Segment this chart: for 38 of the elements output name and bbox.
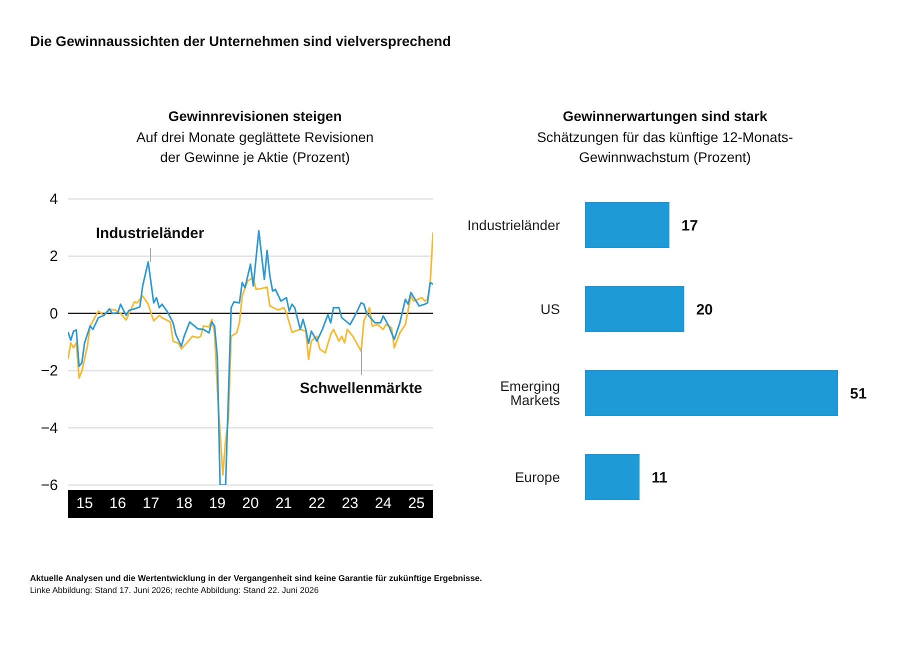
- bar: [585, 454, 640, 500]
- chart-title: Gewinnerwartungen sind stark: [562, 108, 768, 124]
- chart-subtitle: Auf drei Monate geglättete Revisionen der Gewinne je Aktie (Prozent): [135, 128, 375, 167]
- x-tick-label: 24: [374, 495, 392, 512]
- y-tick-label: 0: [50, 305, 58, 322]
- text: Linke Abbildung: Stand 17. Juni 2026; rechte Abbildung: Stand 22. Juni 2026: [30, 584, 320, 596]
- y-tick-label: −2: [40, 362, 58, 380]
- x-tick-label: 20: [242, 495, 259, 512]
- data-label: 11: [652, 469, 668, 486]
- bar: [585, 286, 684, 332]
- data-label: 20: [696, 301, 713, 318]
- chart-subtitle: Schätzungen für das künftige 12-Monats-Gewinnwachstum (Prozent): [536, 128, 794, 167]
- x-tick-label: 23: [342, 495, 358, 512]
- bar: [585, 202, 670, 248]
- x-tick-label: 21: [275, 495, 292, 512]
- x-tick-label: 17: [142, 495, 160, 512]
- series-label: Industrieländer: [94, 225, 206, 242]
- y-tick-label: Industrieländer: [467, 216, 560, 233]
- chart-title: Gewinnrevisionen steigen: [167, 108, 343, 124]
- x-tick-label: 16: [109, 495, 126, 512]
- series-label: Schwellenmärkte: [298, 380, 424, 397]
- y-tick-label: US: [540, 300, 560, 317]
- y-tick-label: 2: [50, 248, 58, 266]
- x-tick-label: 22: [308, 495, 326, 512]
- text: Aktuelle Analysen und die Wertentwicklung in der Vergangenheit sind keine Garantie für zukünftige Ergebnisse.: [30, 572, 482, 584]
- y-tick-label: 4: [50, 191, 58, 208]
- x-tick-label: 19: [208, 495, 226, 512]
- x-tick-label: 25: [408, 495, 425, 512]
- y-tick-label: Europe: [514, 468, 560, 485]
- y-tick-label: Emerging Markets: [500, 378, 560, 408]
- x-tick-label: 18: [176, 495, 192, 512]
- y-tick-label: −4: [40, 420, 58, 437]
- data-label: 17: [681, 217, 698, 234]
- y-tick-label: −6: [40, 477, 58, 494]
- bar: [585, 370, 838, 416]
- text: Die Gewinnaussichten der Unternehmen sind vielversprechend: [30, 33, 451, 49]
- data-label: 51: [850, 385, 867, 402]
- x-tick-label: 15: [76, 495, 93, 512]
